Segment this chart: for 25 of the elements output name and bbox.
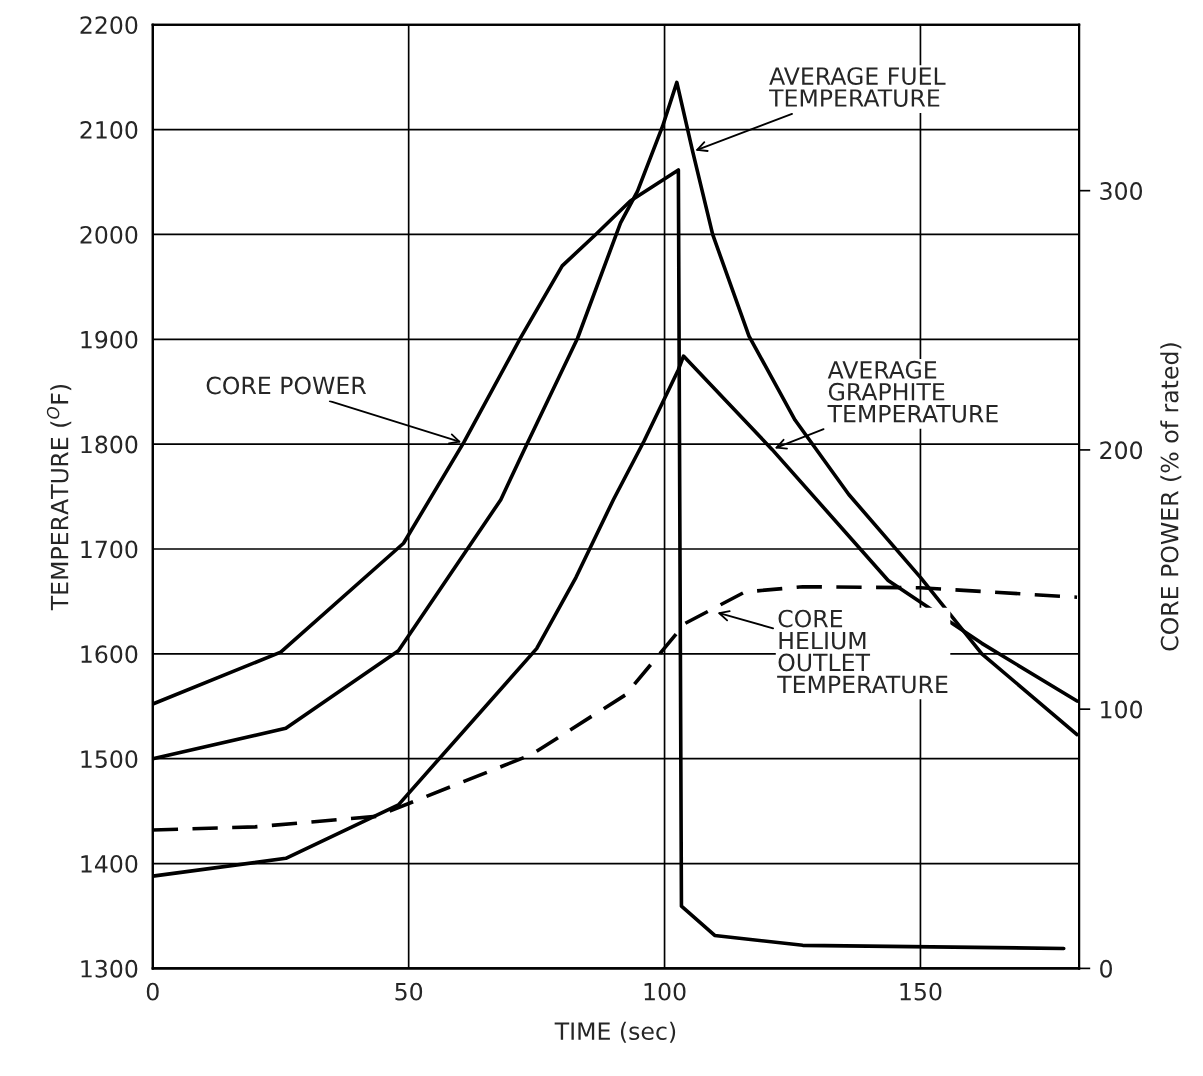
y-tick-label: 1500 xyxy=(81,750,138,769)
x-tick-label: 150 xyxy=(900,982,942,1001)
y2-tick-label: 100 xyxy=(1101,700,1143,719)
y2-tick-label: 300 xyxy=(1100,182,1143,200)
y-tick-label: 1600 xyxy=(81,645,138,664)
annotation: CORE POWER xyxy=(206,376,367,395)
y-tick-label: 1400 xyxy=(81,855,138,873)
x-tick-label: 100 xyxy=(644,982,686,1001)
y-tick-label: 2200 xyxy=(80,16,138,35)
y-tick-label: 1900 xyxy=(81,330,138,349)
y2-tick-label: 0 xyxy=(1100,959,1112,978)
x-axis-title: TIME (sec) xyxy=(554,1021,676,1043)
annotation: AVERAGE GRAPHITE TEMPERATURE xyxy=(827,360,998,423)
x-tick-label: 50 xyxy=(395,982,423,1001)
annotation: CORE HELIUM OUTLET TEMPERATURE xyxy=(777,609,948,694)
y-tick-label: 1700 xyxy=(81,540,138,559)
y2-tick-label: 200 xyxy=(1100,441,1143,460)
y-tick-label: 2000 xyxy=(80,225,138,244)
y2-axis-title: CORE POWER (% of rated) xyxy=(1160,343,1182,651)
y-tick-label: 1800 xyxy=(81,435,138,454)
y-tick-label: 2100 xyxy=(80,121,138,139)
x-tick-label: 0 xyxy=(146,982,159,1001)
annotation: AVERAGE FUEL TEMPERATURE xyxy=(769,67,946,107)
y-axis-title: TEMPERATURE ($^{O}$F) xyxy=(46,384,72,611)
y-tick-label: 1300 xyxy=(81,959,138,978)
